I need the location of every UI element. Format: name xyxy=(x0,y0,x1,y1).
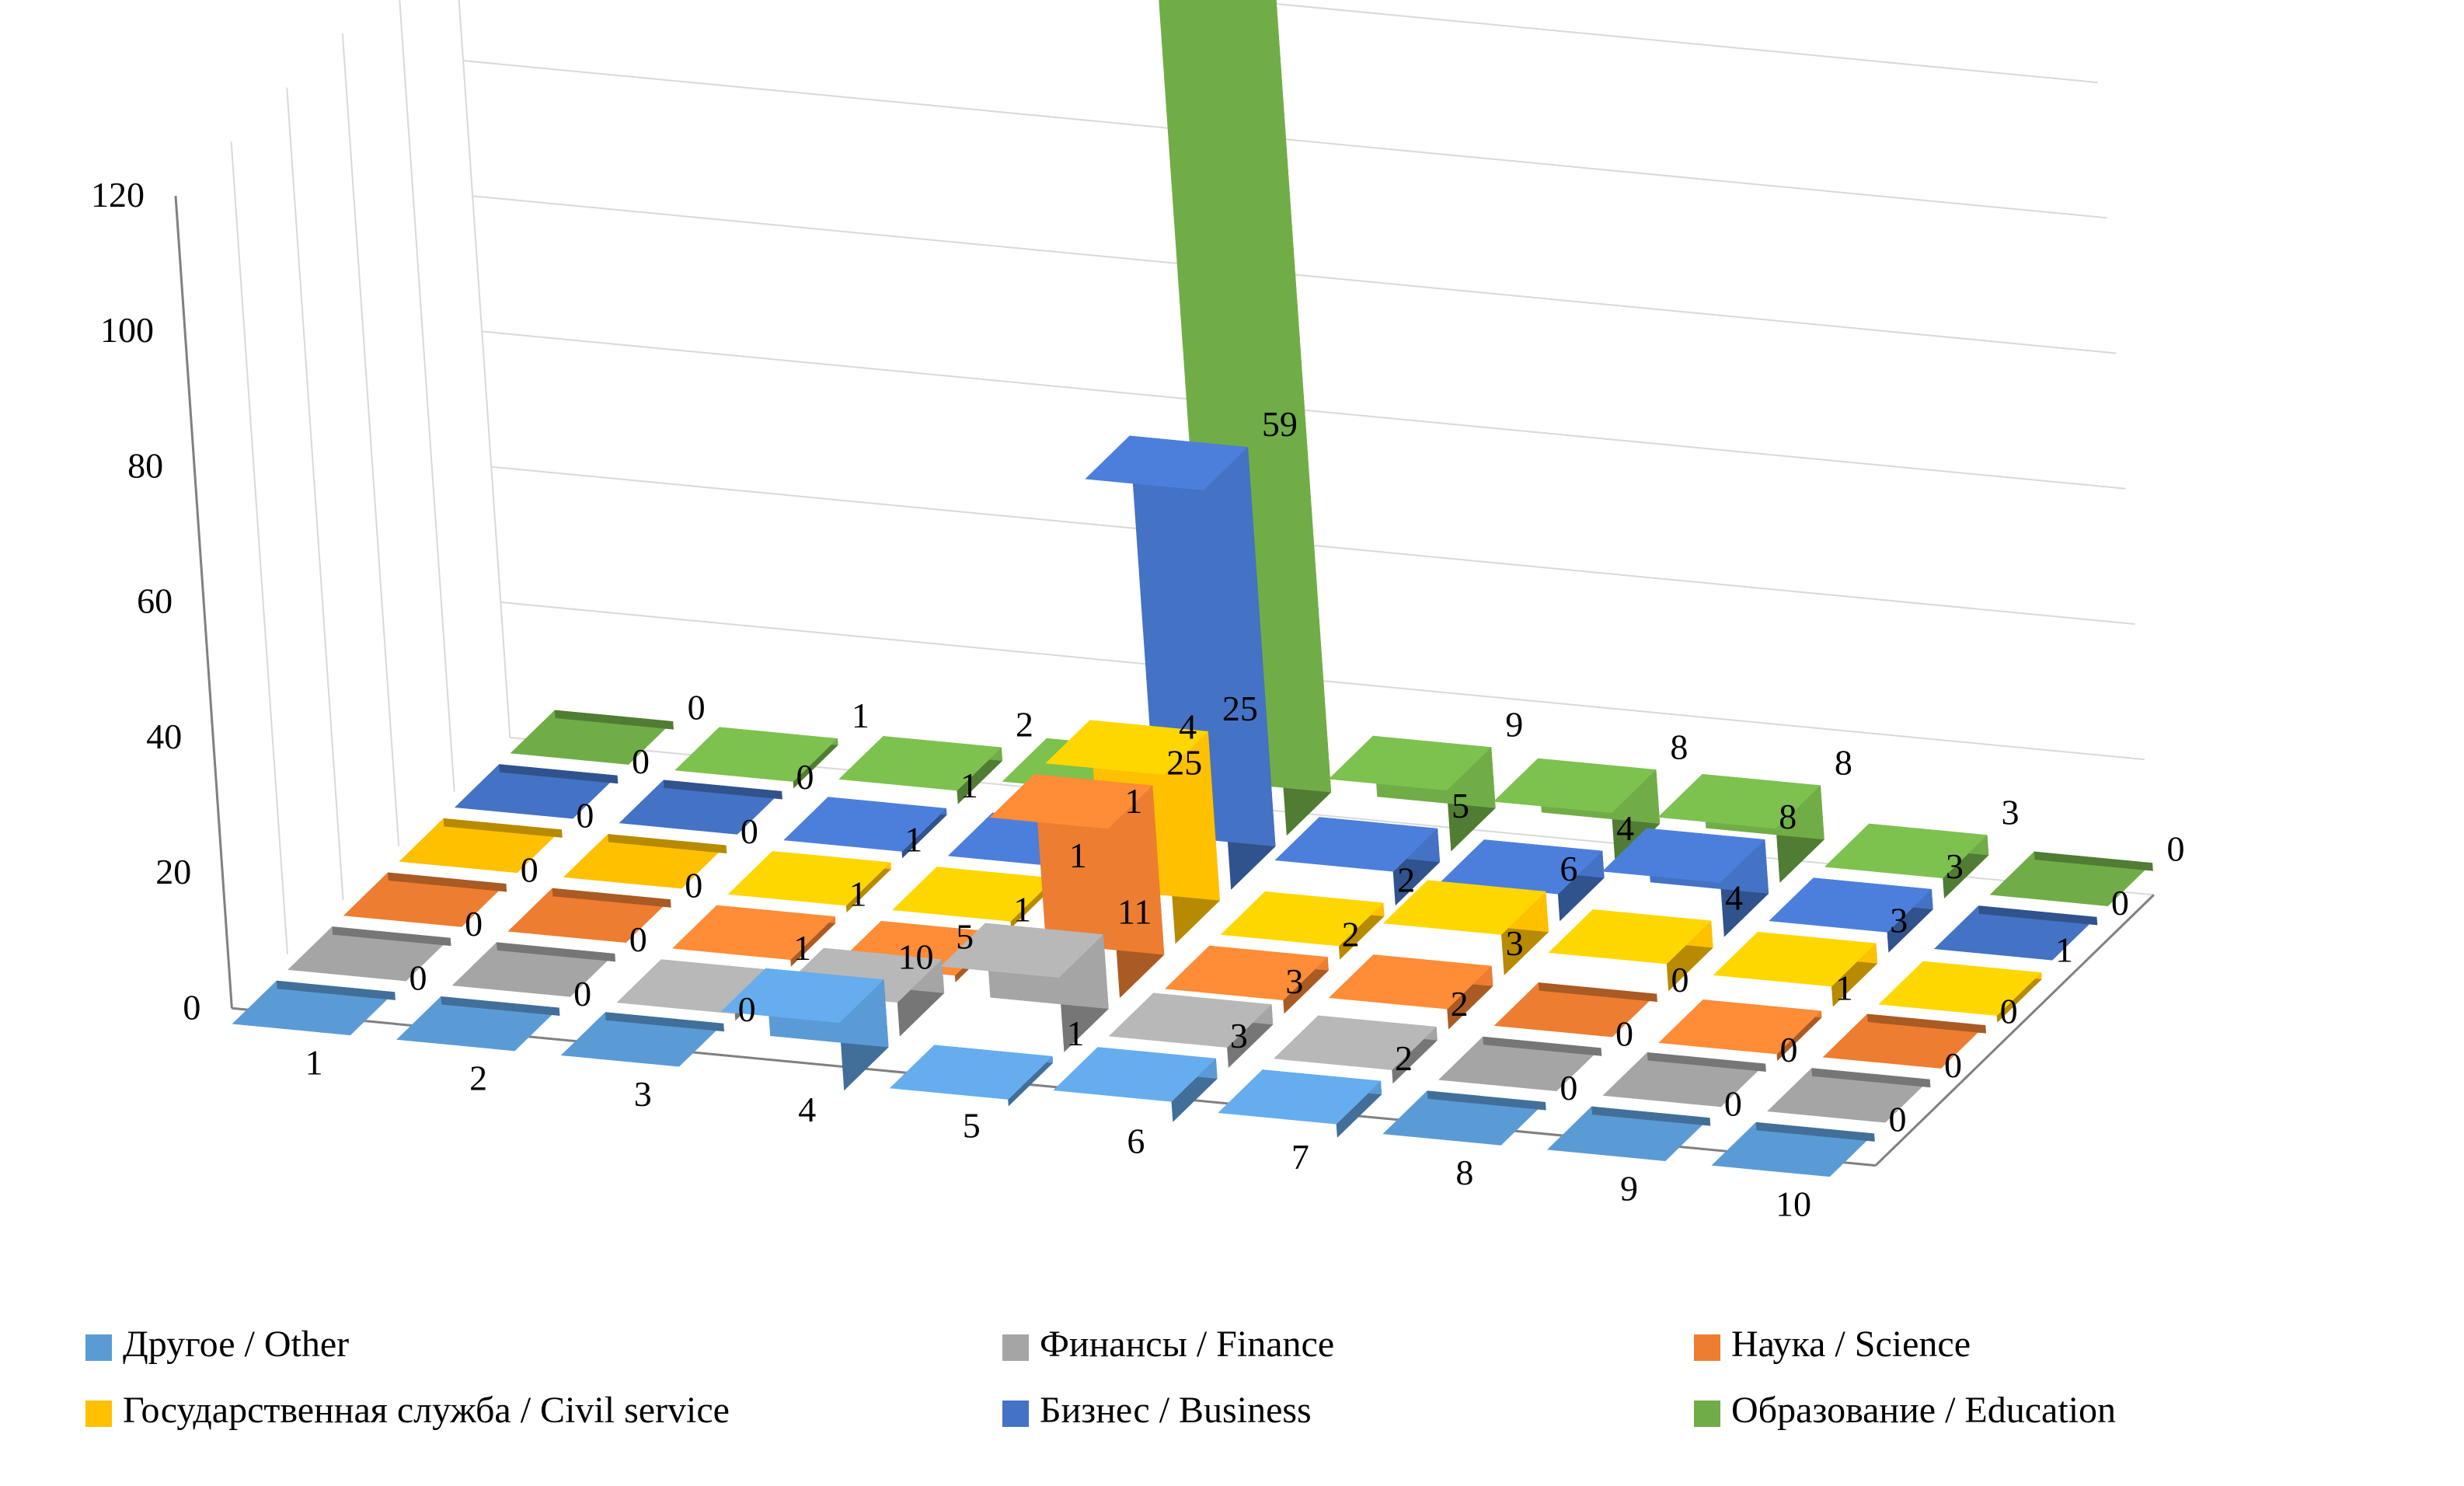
svg-text:1: 1 xyxy=(793,928,811,968)
svg-text:9: 9 xyxy=(1620,1168,1638,1208)
svg-text:1: 1 xyxy=(1013,890,1031,930)
svg-text:5: 5 xyxy=(1452,786,1469,825)
svg-text:8: 8 xyxy=(1670,727,1688,766)
svg-text:0: 0 xyxy=(738,989,756,1029)
svg-text:2: 2 xyxy=(1395,1038,1413,1078)
svg-text:25: 25 xyxy=(1166,743,1202,783)
svg-text:60: 60 xyxy=(137,581,173,621)
svg-text:8: 8 xyxy=(1835,743,1852,783)
svg-text:2: 2 xyxy=(1016,705,1033,745)
svg-text:1: 1 xyxy=(1835,968,1853,1008)
svg-text:3: 3 xyxy=(1285,961,1303,1001)
svg-text:2: 2 xyxy=(1397,860,1415,900)
svg-text:6: 6 xyxy=(1560,849,1577,888)
svg-text:4: 4 xyxy=(1179,706,1197,746)
svg-text:3: 3 xyxy=(634,1074,652,1114)
svg-text:0: 0 xyxy=(465,904,483,944)
svg-text:1: 1 xyxy=(904,820,922,860)
svg-text:0: 0 xyxy=(1671,960,1689,999)
svg-text:1: 1 xyxy=(852,696,870,735)
svg-text:1: 1 xyxy=(1124,781,1142,821)
svg-text:0: 0 xyxy=(410,958,427,998)
svg-text:0: 0 xyxy=(1615,1014,1633,1054)
svg-text:0: 0 xyxy=(1888,1100,1906,1139)
svg-text:0: 0 xyxy=(1944,1045,1962,1085)
svg-text:Бизнес / Business: Бизнес / Business xyxy=(1040,1390,1312,1431)
svg-text:4: 4 xyxy=(798,1090,816,1129)
svg-text:5: 5 xyxy=(956,916,974,956)
svg-text:0: 0 xyxy=(521,849,538,889)
svg-text:0: 0 xyxy=(183,987,200,1027)
svg-text:1: 1 xyxy=(849,874,867,913)
svg-text:0: 0 xyxy=(2166,828,2184,868)
svg-text:40: 40 xyxy=(146,717,182,756)
svg-text:Государственная служба / Civil: Государственная служба / Civil service xyxy=(123,1390,730,1431)
svg-text:4: 4 xyxy=(1725,878,1743,918)
svg-text:59: 59 xyxy=(1262,404,1298,444)
svg-text:7: 7 xyxy=(1291,1137,1309,1177)
svg-text:0: 0 xyxy=(576,796,594,835)
svg-text:20: 20 xyxy=(155,852,191,891)
svg-text:9: 9 xyxy=(1505,704,1523,744)
svg-text:0: 0 xyxy=(2111,883,2129,923)
svg-text:1: 1 xyxy=(1069,835,1087,875)
svg-text:8: 8 xyxy=(1455,1153,1473,1192)
svg-text:100: 100 xyxy=(100,310,154,350)
svg-text:2: 2 xyxy=(1342,914,1360,954)
svg-text:3: 3 xyxy=(1506,923,1524,963)
svg-text:3: 3 xyxy=(1230,1016,1248,1055)
svg-text:0: 0 xyxy=(796,757,814,797)
svg-text:4: 4 xyxy=(1616,808,1634,848)
svg-text:3: 3 xyxy=(2001,792,2019,832)
svg-text:0: 0 xyxy=(741,811,758,851)
svg-text:11: 11 xyxy=(1117,891,1152,931)
svg-text:Финансы / Finance: Финансы / Finance xyxy=(1040,1324,1334,1365)
svg-text:10: 10 xyxy=(898,937,934,976)
svg-text:Образование / Education: Образование / Education xyxy=(1731,1390,2116,1431)
svg-text:0: 0 xyxy=(573,974,591,1013)
svg-text:10: 10 xyxy=(1776,1184,1811,1223)
svg-text:0: 0 xyxy=(1780,1030,1798,1069)
svg-text:0: 0 xyxy=(629,919,647,959)
svg-text:0: 0 xyxy=(688,687,706,727)
svg-text:Другое / Other: Другое / Other xyxy=(123,1324,349,1365)
svg-text:0: 0 xyxy=(1560,1068,1577,1108)
svg-text:0: 0 xyxy=(1724,1083,1742,1123)
svg-text:25: 25 xyxy=(1222,689,1258,728)
svg-text:6: 6 xyxy=(1127,1121,1145,1161)
svg-text:1: 1 xyxy=(1066,1013,1084,1053)
svg-text:0: 0 xyxy=(2000,991,2018,1031)
svg-text:5: 5 xyxy=(963,1105,981,1145)
svg-text:Наука / Science: Наука / Science xyxy=(1731,1324,1971,1365)
svg-text:0: 0 xyxy=(632,741,650,781)
svg-text:8: 8 xyxy=(1779,797,1797,836)
svg-text:80: 80 xyxy=(127,445,163,485)
svg-text:1: 1 xyxy=(2055,930,2073,969)
svg-text:3: 3 xyxy=(1946,846,1964,886)
svg-text:0: 0 xyxy=(685,866,702,905)
svg-text:1: 1 xyxy=(960,766,978,805)
svg-text:120: 120 xyxy=(91,175,145,215)
svg-text:2: 2 xyxy=(1451,984,1469,1024)
svg-text:3: 3 xyxy=(1890,901,1908,940)
svg-text:1: 1 xyxy=(305,1042,323,1082)
svg-text:2: 2 xyxy=(469,1059,487,1098)
